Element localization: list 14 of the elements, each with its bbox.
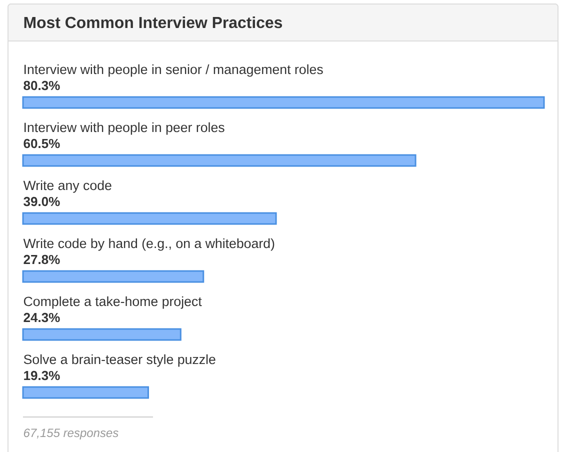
data-label: 60.5% — [24, 138, 60, 148]
data-label: 24.3% — [24, 312, 60, 322]
y-tick-label: Interview with people in senior / management roles — [24, 64, 323, 77]
data-label: 39.0% — [24, 196, 60, 206]
y-tick-label: Write any code — [23, 180, 112, 193]
data-label: 27.8% — [24, 254, 60, 264]
chart-title: Most Common Interview Practices — [24, 16, 282, 28]
y-tick-label: Write code by hand (e.g., on a whiteboard) — [23, 238, 274, 251]
y-tick-label: Solve a brain-teaser style puzzle — [24, 354, 216, 367]
text: 67,155 responses — [24, 428, 118, 440]
y-tick-label: Complete a take-home project — [24, 296, 202, 309]
data-label: 80.3% — [24, 80, 60, 90]
data-label: 19.3% — [24, 370, 60, 380]
y-tick-label: Interview with people in peer roles — [24, 122, 224, 135]
